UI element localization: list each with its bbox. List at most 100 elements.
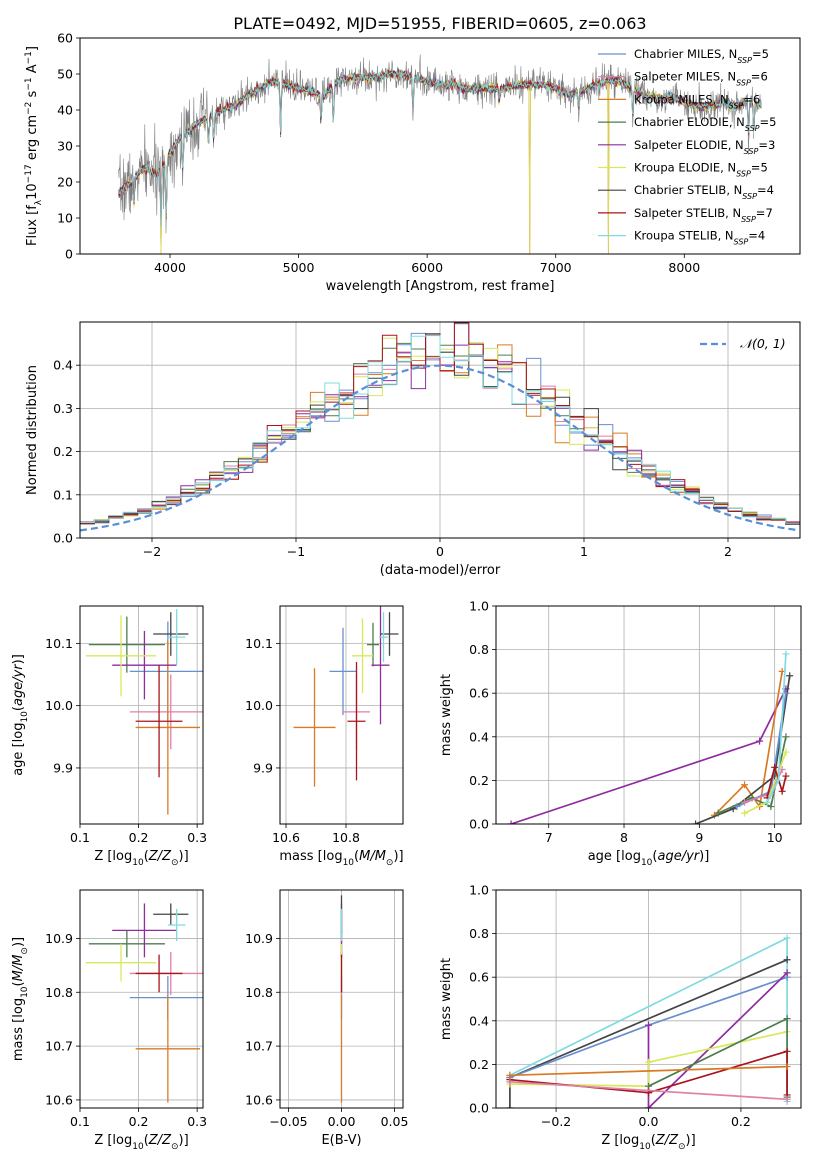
series-marker bbox=[782, 748, 790, 756]
x-axis-label: wavelength [Angstrom, rest frame] bbox=[326, 279, 555, 294]
mass_vs_metallicity-grid bbox=[79, 890, 203, 1108]
y-tick-label: 0.0 bbox=[469, 817, 489, 832]
errorbar-point-salpeter-stelib bbox=[347, 662, 366, 781]
y-tick-label: 10.7 bbox=[245, 1039, 273, 1054]
x-tick-label: −0.2 bbox=[541, 1114, 571, 1129]
y-tick-label: 1.0 bbox=[469, 883, 489, 898]
legend-entry-salpeter-stelib: Salpeter STELIB, NSSP=7 bbox=[634, 206, 773, 224]
errorbar-point-chabrier-elodie bbox=[367, 622, 379, 667]
age_vs_mass-grid bbox=[280, 606, 403, 824]
age_vs_metallicity-panel: 0.1 0.2 0.3 9.9 10.0 10.1 Z [log10(Z/Z⊙)] age [… bbox=[11, 605, 207, 868]
y-tick-label: 0.4 bbox=[469, 1013, 489, 1028]
series-marker bbox=[506, 1078, 514, 1086]
y-tick-label: 40 bbox=[57, 103, 73, 118]
errorbar-point-salpeter-elodie bbox=[112, 630, 177, 700]
series-marker bbox=[714, 809, 722, 817]
errorbar-point-kroupa-stelib bbox=[379, 612, 388, 663]
y-tick-label: 10.1 bbox=[245, 636, 273, 651]
series-marker bbox=[506, 1104, 514, 1108]
y-tick-label: 0 bbox=[65, 247, 73, 262]
series-marker bbox=[645, 1058, 652, 1066]
figure-title: PLATE=0492, MJD=51955, FIBERID=0605, z=0… bbox=[233, 14, 646, 33]
x-tick-label: 8 bbox=[620, 830, 628, 845]
x-tick-label: 10.6 bbox=[272, 830, 300, 845]
x-tick-label: 0.3 bbox=[187, 830, 207, 845]
x-tick-label: 2 bbox=[724, 544, 732, 559]
histogram-legend: 𝒩(0, 1) bbox=[700, 336, 786, 351]
errorbar-point-salpeter-miles bbox=[129, 674, 203, 750]
y-tick-label: 50 bbox=[57, 67, 73, 82]
series-marker bbox=[741, 798, 749, 806]
x-tick-label: 6000 bbox=[411, 260, 443, 275]
y-tick-label: 0.3 bbox=[53, 401, 73, 416]
y-tick-label: 10.6 bbox=[245, 1092, 273, 1107]
y-axis-label: Flux [fλ10−17 erg cm−2 s−1 A−1] bbox=[24, 46, 44, 246]
x-tick-label: 1 bbox=[580, 544, 588, 559]
y-tick-label: 0.4 bbox=[53, 358, 73, 373]
legend-entry-kroupa-miles: Kroupa MILES, NSSP=6 bbox=[634, 92, 760, 110]
legend-entry-chabrier-stelib: Chabrier STELIB, NSSP=4 bbox=[634, 183, 774, 201]
x-axis-label: Z [log10(Z/Z⊙)] bbox=[601, 1133, 695, 1152]
spectrum-panel: 4000 5000 6000 7000 8000 0 10 20 30 40 50 60 wavelen… bbox=[24, 31, 801, 294]
residual_histogram-panel: −2 −1 0 1 2 0.0 0.1 0.2 0.3 0.4 (data-model)/error… bbox=[25, 321, 801, 578]
x-axis-label: (data-model)/error bbox=[380, 563, 501, 578]
y-tick-label: 10.6 bbox=[45, 1092, 73, 1107]
y-tick-label: 9.9 bbox=[53, 760, 73, 775]
errorbar-point-chabrier-elodie bbox=[88, 930, 165, 958]
mass_weight_vs_age-plot-area bbox=[507, 650, 794, 824]
mass_vs_ebv-panel: −0.05 0.00 0.05 10.6 10.7 10.8 10.9 E(B-V) bbox=[245, 889, 409, 1148]
spectrum-model-line-kroupa-stelib bbox=[118, 69, 762, 228]
series-marker bbox=[783, 1047, 791, 1055]
x-tick-label: 4000 bbox=[154, 260, 186, 275]
legend-entry-salpeter-miles: Salpeter MILES, NSSP=6 bbox=[634, 70, 768, 88]
y-axis-label: age [log10(age/yr)] bbox=[11, 654, 30, 776]
errorbar-point-kroupa-elodie bbox=[352, 618, 373, 694]
normal-distribution-curve bbox=[80, 364, 798, 532]
axes-frame bbox=[495, 605, 802, 825]
axes-frame bbox=[279, 889, 404, 1109]
axes-frame bbox=[79, 37, 801, 255]
axes-frame bbox=[79, 889, 204, 1109]
y-tick-label: 0.2 bbox=[469, 773, 489, 788]
mass_weight_vs_metallicity-panel: −0.2 0.0 0.2 0.0 0.2 0.4 0.6 0.8 1.0 Z [log10(Z/Z… bbox=[439, 883, 802, 1152]
x-tick-label: 0.2 bbox=[129, 1114, 149, 1129]
errorbar-point-chabrier-stelib bbox=[153, 612, 189, 656]
x-tick-label: 0.05 bbox=[381, 1114, 409, 1129]
x-tick-label: 10 bbox=[767, 830, 783, 845]
series-marker bbox=[771, 763, 779, 771]
x-tick-label: 0.00 bbox=[328, 1114, 356, 1129]
legend-entry-chabrier-miles: Chabrier MILES, NSSP=5 bbox=[634, 47, 769, 65]
series-line bbox=[647, 972, 788, 1108]
mass_weight_vs_age-panel: 7 8 9 10 0.0 0.2 0.4 0.6 0.8 1.0 age [log10(age/yr… bbox=[439, 599, 802, 868]
series-marker bbox=[782, 650, 790, 658]
series-marker bbox=[645, 1104, 652, 1108]
x-tick-label: 0.2 bbox=[731, 1114, 751, 1129]
residual_histogram-plot-area bbox=[80, 322, 800, 538]
series-marker bbox=[733, 803, 741, 811]
legend-entry-normal: 𝒩(0, 1) bbox=[740, 336, 786, 351]
y-tick-label: 1.0 bbox=[469, 599, 489, 614]
legend-entry-chabrier-elodie: Chabrier ELODIE, NSSP=5 bbox=[634, 115, 776, 133]
x-tick-label: 7 bbox=[545, 830, 553, 845]
series-line bbox=[509, 1080, 788, 1101]
x-tick-label: −1 bbox=[287, 544, 305, 559]
x-tick-label: 7000 bbox=[540, 260, 572, 275]
x-tick-label: 0.1 bbox=[70, 830, 90, 845]
errorbar-point-salpeter-stelib bbox=[135, 954, 183, 993]
y-tick-label: 0.8 bbox=[469, 926, 489, 941]
x-tick-label: 0.3 bbox=[187, 1114, 207, 1129]
y-tick-label: 10.7 bbox=[45, 1039, 73, 1054]
mass-weight-series-kroupa-stelib bbox=[763, 650, 790, 806]
series-marker bbox=[507, 820, 515, 824]
mass-weight-series-kroupa-miles bbox=[506, 1063, 791, 1079]
y-tick-label: 0.1 bbox=[53, 487, 73, 502]
errorbar-point-kroupa-miles bbox=[135, 640, 201, 815]
y-tick-label: 0.0 bbox=[469, 1101, 489, 1116]
y-tick-label: 0.2 bbox=[53, 444, 73, 459]
x-tick-label: 5000 bbox=[283, 260, 315, 275]
x-tick-label: −2 bbox=[143, 544, 161, 559]
spectrum-plot-area bbox=[118, 54, 762, 254]
series-marker bbox=[783, 934, 791, 942]
y-tick-label: 10 bbox=[57, 211, 73, 226]
